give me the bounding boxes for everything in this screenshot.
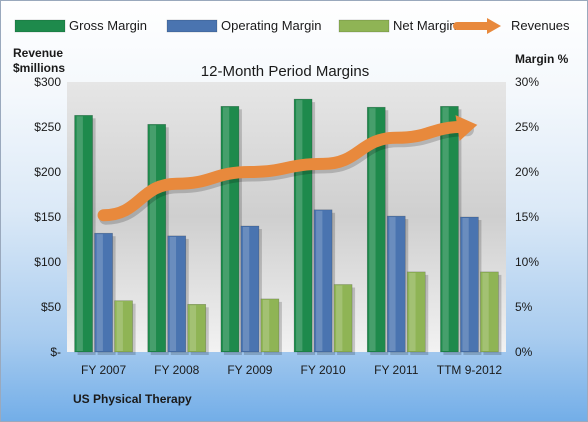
right-tick-label: 0% xyxy=(515,345,533,359)
right-axis-ticks: 0% 5% 10% 15% 20% 25% 30% xyxy=(515,75,539,359)
bar-highlight xyxy=(462,218,469,351)
legend-label-gross-margin: Gross Margin xyxy=(69,18,147,33)
bar-highlight xyxy=(189,305,197,351)
legend-label-net-margin: Net Margin xyxy=(393,18,457,33)
x-tick-label: TTM 9-2012 xyxy=(437,363,503,377)
bar-net-margin xyxy=(406,271,426,353)
bar-net-margin xyxy=(333,284,353,353)
revenue-line xyxy=(97,115,478,225)
x-tick-label: FY 2009 xyxy=(227,363,272,377)
bar-gross-margin xyxy=(74,115,93,353)
left-axis-label-line2: $millions xyxy=(13,61,65,75)
right-tick-label: 30% xyxy=(515,75,539,89)
bar-operating-margin xyxy=(313,209,333,353)
left-axis-ticks: $- $50 $100 $150 $200 $250 $300 xyxy=(34,75,61,359)
bar-highlight xyxy=(222,107,230,351)
bar-operating-margin xyxy=(386,215,406,353)
left-tick-label: $150 xyxy=(34,210,61,224)
right-tick-label: 15% xyxy=(515,210,539,224)
left-tick-label: $50 xyxy=(41,300,61,314)
bar-gross-margin xyxy=(440,106,459,353)
legend-swatch-net-margin xyxy=(338,19,390,33)
x-tick-label: FY 2007 xyxy=(81,363,126,377)
left-tick-label: $250 xyxy=(34,120,61,134)
bar-highlight xyxy=(482,272,489,351)
bar-operating-margin xyxy=(167,235,187,353)
bar-highlight xyxy=(149,125,157,351)
x-axis-ticks: FY 2007 FY 2008 FY 2009 FY 2010 FY 2011 TTM 9… xyxy=(81,363,502,377)
x-tick-label: FY 2011 xyxy=(374,363,419,377)
bar-operating-margin xyxy=(240,225,260,353)
bar-highlight xyxy=(96,234,103,351)
x-tick-label: FY 2010 xyxy=(301,363,346,377)
revenue-line-path xyxy=(97,120,472,222)
right-axis-label: Margin % xyxy=(515,52,569,66)
right-tick-label: 20% xyxy=(515,165,539,179)
bars xyxy=(74,98,502,355)
legend-swatch-arrow xyxy=(487,18,501,34)
x-tick-label: FY 2008 xyxy=(154,363,199,377)
revenue-arrow-head xyxy=(455,115,478,141)
legend-label-revenues: Revenues xyxy=(511,18,570,33)
bar-highlight xyxy=(409,272,416,351)
bar-net-margin xyxy=(260,298,280,353)
right-tick-label: 25% xyxy=(515,120,539,134)
legend-swatch-operating-margin xyxy=(166,19,218,33)
right-tick-label: 10% xyxy=(515,255,539,269)
bar-highlight xyxy=(296,100,303,351)
left-tick-label: $- xyxy=(50,345,61,359)
bar-highlight xyxy=(262,299,270,351)
bar-highlight xyxy=(169,236,177,351)
bar-highlight xyxy=(316,210,323,351)
bar-highlight xyxy=(116,301,123,351)
legend-swatch-gross-margin xyxy=(14,19,66,33)
left-axis-label-line1: Revenue xyxy=(13,46,63,60)
legend-label-operating-margin: Operating Margin xyxy=(221,18,321,33)
bar-operating-margin xyxy=(94,232,113,353)
left-tick-label: $100 xyxy=(34,255,61,269)
legend: Gross Margin Operating Margin Net Margin Re… xyxy=(14,18,570,34)
bar-highlight xyxy=(336,285,343,351)
chart-title: 12-Month Period Margins xyxy=(201,63,369,80)
bar-highlight xyxy=(369,108,376,351)
bar-highlight xyxy=(242,227,250,351)
left-tick-label: $200 xyxy=(34,165,61,179)
bar-gross-margin xyxy=(366,106,386,353)
bar-highlight xyxy=(76,116,83,351)
bar-net-margin xyxy=(480,271,499,353)
bar-highlight xyxy=(389,217,396,351)
bar-net-margin xyxy=(187,303,207,353)
company-label: US Physical Therapy xyxy=(73,392,192,406)
left-tick-label: $300 xyxy=(34,75,61,89)
right-tick-label: 5% xyxy=(515,300,533,314)
bar-operating-margin xyxy=(460,216,479,353)
bar-highlight xyxy=(442,107,449,351)
bar-net-margin xyxy=(114,300,133,353)
